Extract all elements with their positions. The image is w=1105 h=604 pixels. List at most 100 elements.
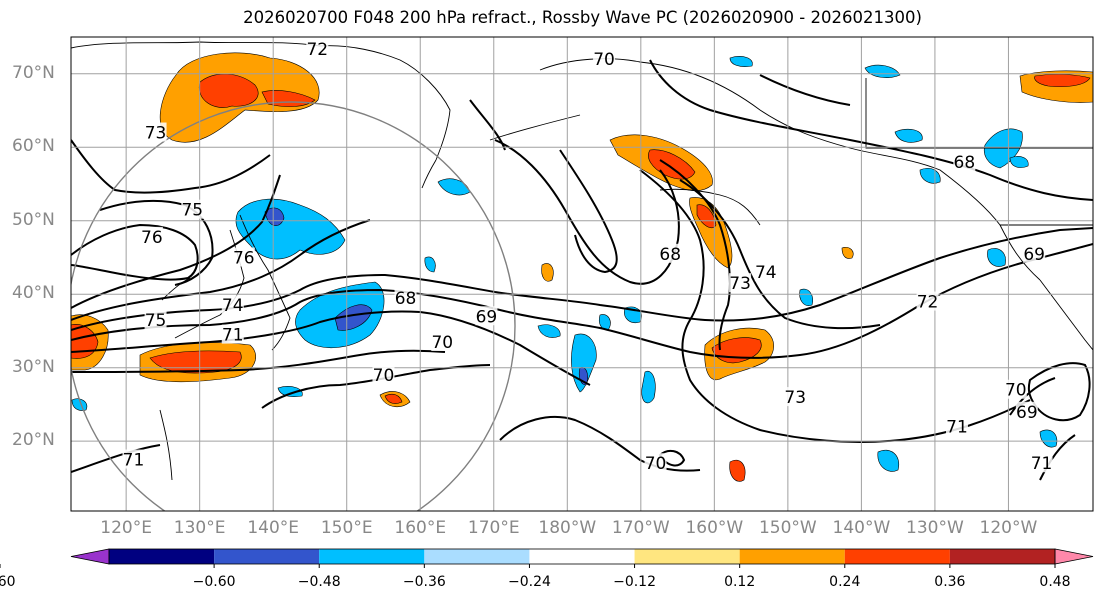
lon-tick-label: 140°W [832, 518, 891, 538]
contour-label: 68 [659, 245, 681, 265]
contour-labels: 7270737576767574716869707068747372737071… [122, 38, 1053, 474]
contour-label: 70 [1005, 381, 1027, 401]
lat-tick-label: 30°N [12, 356, 55, 377]
contour-label-bg [306, 38, 329, 58]
contour-label-bg [1004, 379, 1027, 399]
contour-line [71, 174, 281, 309]
lon-tick-label: 140°E [247, 518, 300, 538]
contour-label-bg [221, 295, 244, 315]
contour-label-bg [729, 273, 752, 293]
colorbar-tick-label: −0.36 [402, 574, 446, 590]
contour-label: 76 [141, 228, 163, 248]
contour-label-bg [945, 416, 968, 436]
contour-label: 71 [946, 417, 968, 437]
shade-patch [648, 149, 696, 180]
lon-tick-label: 170°E [467, 518, 520, 538]
contour-label: 70 [593, 50, 615, 70]
shade-patch [729, 56, 753, 67]
contour-line [559, 149, 618, 274]
contour-label-bg [232, 247, 255, 267]
shade-patch [877, 449, 900, 472]
colorbar-tick-label: 0.48 [1039, 574, 1071, 590]
colorbar-tick-label: −0.12 [613, 574, 656, 590]
shade-patch [537, 324, 561, 338]
contour-label-bg [659, 243, 682, 263]
shade-patch [334, 304, 373, 331]
colorbar-tick-label: −0.24 [507, 574, 551, 590]
contour-line [469, 99, 506, 151]
contour-label: 72 [306, 40, 328, 60]
colorbar-tick-label: 0.12 [724, 574, 756, 590]
contour-line [759, 74, 851, 106]
shade-patch [987, 248, 1006, 267]
contours [71, 59, 1093, 481]
contour-label: 73 [145, 124, 167, 144]
shade-patch [277, 386, 303, 398]
lat-tick-label: 70°N [12, 62, 55, 83]
shade-patch [864, 64, 901, 78]
colorbar-tick-label: −0.60 [192, 574, 236, 590]
contour-line [71, 310, 591, 386]
lon-tick-label: 150°W [758, 518, 817, 538]
shade-patch [641, 370, 656, 404]
shade-patch [894, 128, 923, 143]
contour-label-bg [1023, 243, 1046, 263]
contour-label: 74 [222, 296, 244, 316]
contour-line [71, 139, 271, 194]
contour-label: 69 [1016, 403, 1038, 423]
contour-label: 69 [476, 307, 498, 327]
contour-line [1027, 362, 1091, 422]
contour-label-bg [181, 199, 204, 219]
lon-tick-label: 120°W [979, 518, 1038, 538]
contour-label-bg [1015, 401, 1038, 421]
contour-label: 69 [1023, 245, 1045, 265]
contour-label-bg [644, 453, 667, 473]
contour-line [1009, 377, 1056, 416]
lon-tick-label: 170°W [611, 518, 670, 538]
contour-line [71, 349, 446, 373]
plot-title: 2026020700 F048 200 hPa refract., Rossby… [243, 8, 922, 27]
lon-tick-label: 160°E [394, 518, 447, 538]
contour-label: 70 [645, 454, 667, 474]
lat-tick-label: 40°N [12, 283, 55, 304]
contour-line [658, 449, 686, 467]
contour-label-bg [916, 291, 939, 311]
contour-label: 70 [373, 366, 395, 386]
contour-label: 71 [123, 451, 145, 471]
lon-tick-label: 160°W [685, 518, 744, 538]
contour-label: 71 [1031, 454, 1053, 474]
contour-label: 72 [917, 293, 939, 313]
contour-line [71, 444, 161, 473]
colorbar-tick-label: 0.60 [0, 574, 16, 590]
contour-label-bg [784, 387, 807, 407]
map-background [71, 37, 1093, 511]
contour-label: 73 [784, 388, 806, 408]
colorbar-tick-label: −0.48 [297, 574, 341, 590]
contour-label-bg [593, 49, 616, 69]
contour-label-bg [122, 449, 145, 469]
contour-label: 71 [222, 326, 244, 346]
rossby-wave-packet-circle [71, 101, 516, 511]
shade-patch [424, 256, 436, 273]
lon-tick-label: 130°W [906, 518, 964, 538]
shade-patch [799, 288, 813, 306]
lon-tick-label: 130°E [173, 518, 226, 538]
contour-label-bg [140, 226, 163, 246]
contour-label-bg [144, 309, 167, 329]
contour-line [71, 227, 1093, 331]
shade-patch [729, 459, 746, 482]
contour-label: 68 [954, 153, 976, 173]
contour-label: 75 [181, 201, 203, 221]
lat-tick-label: 20°N [12, 430, 55, 451]
shade-patch [1009, 156, 1029, 168]
contour-label: 76 [233, 248, 255, 268]
contour-label-bg [754, 262, 777, 282]
map-frame [70, 36, 1094, 512]
contour-label-bg [1030, 453, 1053, 473]
contour-label: 75 [145, 311, 167, 331]
shade-patch [1034, 73, 1091, 88]
contour-line [649, 59, 1093, 201]
shade-patch [696, 204, 717, 229]
lat-tick-label: 50°N [12, 209, 55, 230]
